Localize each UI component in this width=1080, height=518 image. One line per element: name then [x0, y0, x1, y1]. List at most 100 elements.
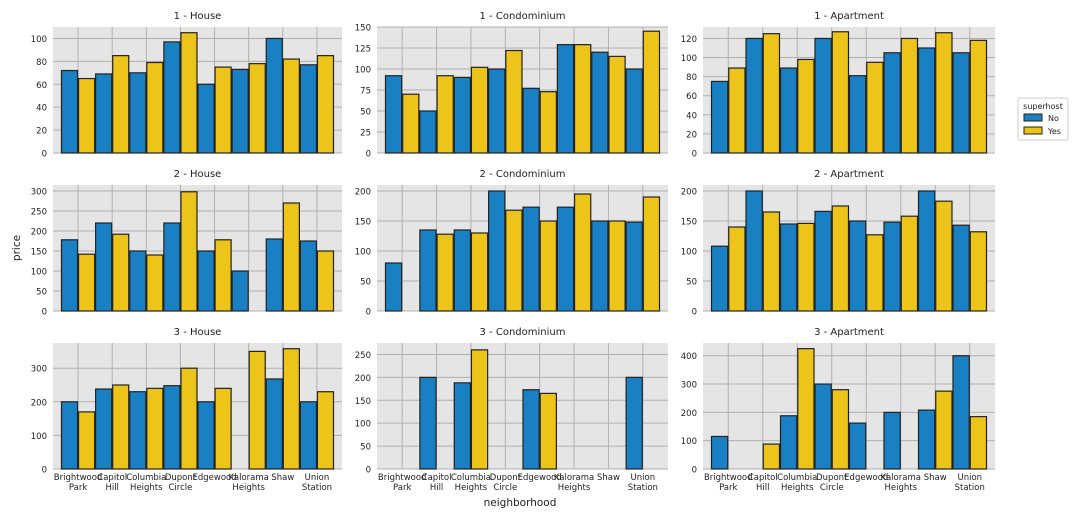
y-tick-label: 0 — [692, 466, 697, 476]
bar-yes — [573, 44, 592, 154]
bar-no — [522, 87, 540, 154]
x-tick-label: Columbia — [126, 473, 166, 483]
x-tick-label: Capitol — [97, 473, 127, 483]
bar-yes — [831, 31, 850, 154]
bar-no — [95, 222, 113, 312]
y-tick-label: 150 — [31, 248, 47, 258]
bar-no — [556, 44, 575, 154]
bar-yes — [728, 226, 746, 312]
bar-no — [488, 68, 506, 154]
x-tick-label: Dupont — [816, 473, 848, 483]
panel-title: 2 - Apartment — [814, 169, 884, 180]
bar-yes — [728, 67, 746, 154]
y-tick-label: 0 — [366, 308, 371, 318]
y-tick-label: 100 — [31, 35, 47, 45]
bar-no — [591, 220, 609, 312]
y-tick-label: 100 — [681, 248, 697, 258]
x-tick-label: Capitol — [422, 473, 452, 483]
x-tick-label: Circle — [169, 483, 193, 493]
bar-no — [883, 411, 901, 470]
bar-no — [917, 47, 936, 154]
bar-yes — [470, 349, 489, 470]
y-tick-label: 40 — [36, 104, 47, 114]
bar-yes — [248, 63, 266, 154]
y-tick-label: 100 — [681, 437, 697, 447]
y-tick-label: 0 — [42, 150, 47, 160]
bar-no — [848, 75, 867, 154]
y-axis-label: price — [11, 235, 23, 261]
bar-yes — [831, 389, 850, 470]
bar-no — [779, 415, 798, 470]
bar-no — [419, 110, 437, 154]
bar-yes — [969, 39, 988, 154]
x-tick-label: Kalorama — [228, 473, 268, 483]
bar-yes — [935, 32, 953, 154]
bar-yes — [900, 215, 919, 312]
bar-no — [197, 250, 215, 312]
panel-title: 1 - Condominium — [480, 11, 566, 22]
x-tick-label: Columbia — [777, 473, 817, 483]
bar-yes — [316, 55, 335, 154]
bar-yes — [214, 66, 232, 154]
bar-yes — [762, 211, 781, 312]
bar-yes — [935, 390, 953, 470]
x-tick-label: Station — [628, 483, 658, 493]
bar-no — [453, 229, 472, 312]
bar-no — [488, 190, 506, 312]
bar-no — [299, 64, 318, 154]
x-tick-label: Heights — [232, 483, 265, 493]
bar-yes — [642, 196, 661, 312]
bar-yes — [539, 220, 557, 312]
y-tick-label: 250 — [355, 351, 371, 361]
y-tick-label: 100 — [355, 66, 371, 76]
y-tick-label: 200 — [31, 228, 47, 238]
bar-no — [745, 190, 763, 312]
x-tick-label: Union — [631, 473, 656, 483]
bar-no — [745, 37, 763, 154]
bar-no — [625, 376, 643, 470]
x-tick-label: Kalorama — [881, 473, 921, 483]
panel-3: 0 20 40 60 80 100 120 1 - Apartment — [681, 11, 995, 160]
bar-no — [129, 391, 147, 470]
bar-no — [299, 240, 318, 312]
bar-no — [95, 73, 113, 154]
bar-yes — [762, 33, 781, 154]
bar-yes — [146, 61, 164, 154]
x-tick-label: Station — [302, 483, 332, 493]
bar-no — [265, 37, 283, 154]
bar-no — [848, 220, 867, 312]
bar-yes — [282, 348, 300, 470]
bar-no — [556, 206, 575, 312]
y-tick-label: 80 — [36, 58, 47, 68]
bar-yes — [900, 37, 919, 154]
bar-no — [522, 389, 540, 470]
x-tick-label: Shaw — [924, 473, 947, 483]
y-tick-label: 60 — [686, 92, 697, 102]
bar-yes — [505, 49, 523, 154]
bar-no — [848, 422, 867, 470]
bar-yes — [642, 30, 661, 154]
x-tick-label: Park — [719, 483, 737, 493]
bar-no — [710, 435, 729, 470]
x-tick-label: Heights — [130, 483, 163, 493]
bar-no — [883, 221, 901, 312]
y-tick-label: 0 — [366, 466, 371, 476]
bar-yes — [436, 233, 454, 312]
x-tick-label: Station — [955, 483, 985, 493]
x-tick-label: Shaw — [271, 473, 294, 483]
legend-label-no: No — [1048, 114, 1059, 123]
bar-yes — [112, 55, 130, 154]
panel-title: 3 - House — [174, 327, 222, 338]
panel-2: 0 25 50 75 100 125 150 1 - Condominium — [355, 11, 668, 160]
bar-yes — [797, 222, 815, 312]
x-tick-label: Edgewood — [192, 473, 236, 483]
bar-yes — [573, 193, 592, 312]
bar-yes — [282, 202, 300, 312]
x-tick-label: Dupont — [490, 473, 522, 483]
bar-no — [453, 382, 472, 470]
bar-no — [384, 262, 403, 312]
x-tick-label: Shaw — [597, 473, 620, 483]
y-tick-label: 75 — [360, 87, 371, 97]
bar-no — [814, 383, 832, 470]
